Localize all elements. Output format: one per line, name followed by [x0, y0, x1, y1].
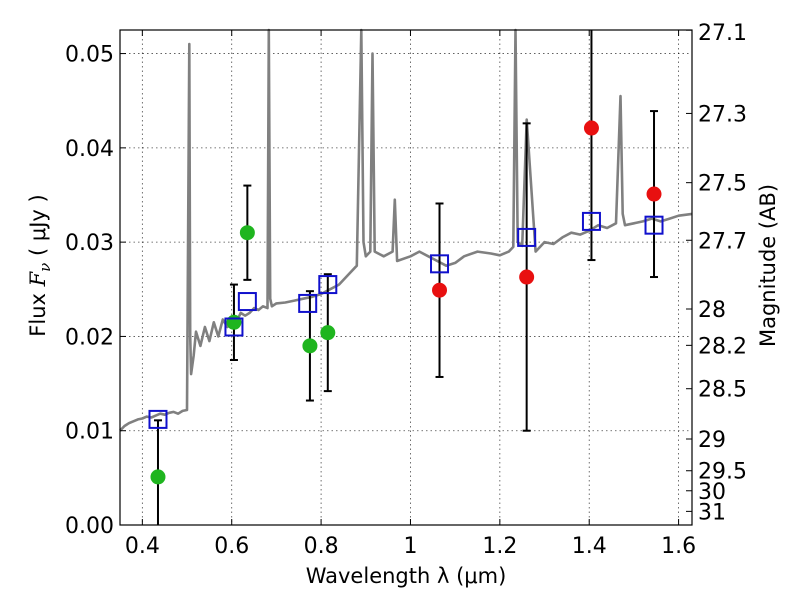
errorbar-layer — [153, 30, 659, 525]
y-tick-label: 0.03 — [65, 231, 114, 256]
y2-tick-label: 29.5 — [698, 460, 747, 485]
y-tick-label: 0.01 — [65, 420, 114, 445]
y2-tick-label: 29 — [698, 428, 726, 453]
x-axis-label: Wavelength λ (μm) — [306, 564, 507, 588]
green-data-point — [320, 325, 336, 341]
red-data-point — [583, 120, 599, 136]
red-data-point — [432, 282, 448, 298]
y2-tick-label: 27.3 — [698, 102, 747, 127]
model-photometry-square — [298, 293, 318, 313]
model-photometry-square — [237, 292, 257, 312]
y2-tick-label: 30 — [698, 480, 726, 505]
x-tick-label: 0.4 — [125, 534, 160, 559]
model-photometry-square — [644, 215, 664, 235]
y2-tick-label: 27.1 — [698, 21, 747, 46]
plot-frame — [119, 29, 693, 526]
green-data-point — [226, 314, 242, 330]
data-point-layer — [148, 120, 664, 485]
x-tick-label: 1.4 — [572, 534, 607, 559]
model-photometry-square — [430, 254, 450, 274]
green-data-point — [239, 225, 255, 241]
model-spectrum-line — [119, 28, 693, 432]
x-tick-label: 1 — [403, 534, 417, 559]
y2-tick-label: 27.5 — [698, 172, 747, 197]
y-tick-label: 0.05 — [65, 43, 114, 68]
y-tick-label: 0.04 — [65, 137, 114, 162]
y-axis-label-suffix: ( μJy ) — [26, 194, 50, 262]
tick-layer — [120, 29, 692, 526]
y2-tick-label: 28.2 — [698, 334, 747, 359]
red-data-point — [646, 186, 662, 202]
x-tick-label: 0.6 — [214, 534, 249, 559]
y-axis-label-prefix: Flux — [26, 286, 50, 336]
model-photometry-square — [148, 409, 168, 429]
y2-tick-label: 31 — [698, 500, 726, 525]
right-axis-label: Magnitude (AB) — [756, 184, 780, 347]
red-data-point — [519, 269, 535, 285]
model-photometry-square — [318, 275, 338, 295]
x-tick-label: 0.8 — [304, 534, 339, 559]
grid — [120, 30, 692, 525]
model-photometry-square — [581, 211, 601, 231]
y-axis-label-symbol: F — [26, 270, 50, 287]
x-tick-label: 1.6 — [661, 534, 696, 559]
model-photometry-square — [517, 227, 537, 247]
x-tick-label: 1.2 — [482, 534, 517, 559]
model-spectrum-layer — [119, 28, 693, 432]
y2-tick-label: 27.7 — [698, 229, 747, 254]
green-data-point — [150, 469, 166, 485]
tick-label-layer: 0.4 0.6 0.8 1 1.2 1.4 1.6 0.00 0.01 0.02 0.03 0.04 0… — [65, 21, 747, 559]
y-tick-label: 0.02 — [65, 325, 114, 350]
y2-tick-label: 28 — [698, 298, 726, 323]
y-tick-label: 0.00 — [65, 514, 114, 539]
y2-tick-label: 28.5 — [698, 378, 747, 403]
y-axis-label-subscript: ν — [36, 263, 54, 272]
y-axis-label: Flux Fν ( μJy ) — [26, 194, 54, 336]
model-photometry-square — [224, 317, 244, 337]
green-data-point — [302, 338, 318, 354]
